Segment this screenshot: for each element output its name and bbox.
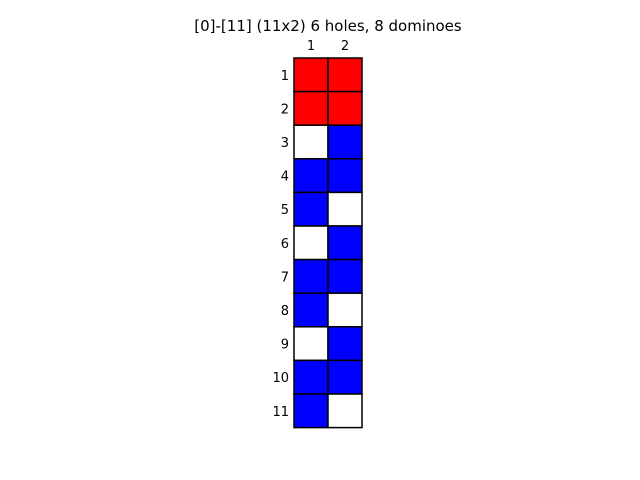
domino-cell — [293, 258, 329, 294]
domino-cell — [327, 258, 363, 294]
domino-cell — [327, 326, 363, 362]
hole-cell — [327, 191, 363, 227]
red-cell — [327, 90, 363, 126]
domino-cell — [327, 359, 363, 395]
hole-cell — [293, 326, 329, 362]
red-cell — [293, 57, 329, 93]
domino-cell — [327, 124, 363, 160]
red-cell — [327, 57, 363, 93]
hole-cell — [327, 292, 363, 328]
column-label: 2 — [341, 39, 349, 54]
hole-cell — [293, 124, 329, 160]
domino-cell — [293, 191, 329, 227]
row-label: 6 — [281, 237, 289, 252]
row-label: 11 — [272, 405, 289, 420]
domino-cell — [327, 158, 363, 194]
row-label: 10 — [272, 371, 289, 386]
row-label: 8 — [281, 304, 289, 319]
domino-cell — [327, 225, 363, 261]
row-label: 9 — [281, 338, 289, 353]
row-label: 1 — [281, 69, 289, 84]
domino-cell — [293, 393, 329, 429]
red-cell — [293, 90, 329, 126]
row-label: 3 — [281, 136, 289, 151]
row-label: 7 — [281, 270, 289, 285]
hole-cell — [327, 393, 363, 429]
figure-title: [0]-[11] (11x2) 6 holes, 8 dominoes — [194, 17, 462, 35]
row-label: 4 — [281, 170, 289, 185]
domino-cell — [293, 292, 329, 328]
grid-cells — [293, 57, 363, 429]
row-label: 2 — [281, 102, 289, 117]
domino-cell — [293, 359, 329, 395]
hole-cell — [293, 225, 329, 261]
column-label: 1 — [307, 39, 315, 54]
domino-cell — [293, 158, 329, 194]
row-label: 5 — [281, 203, 289, 218]
row-labels: 1 2 3 4 5 6 7 8 9 10 11 — [272, 69, 289, 420]
